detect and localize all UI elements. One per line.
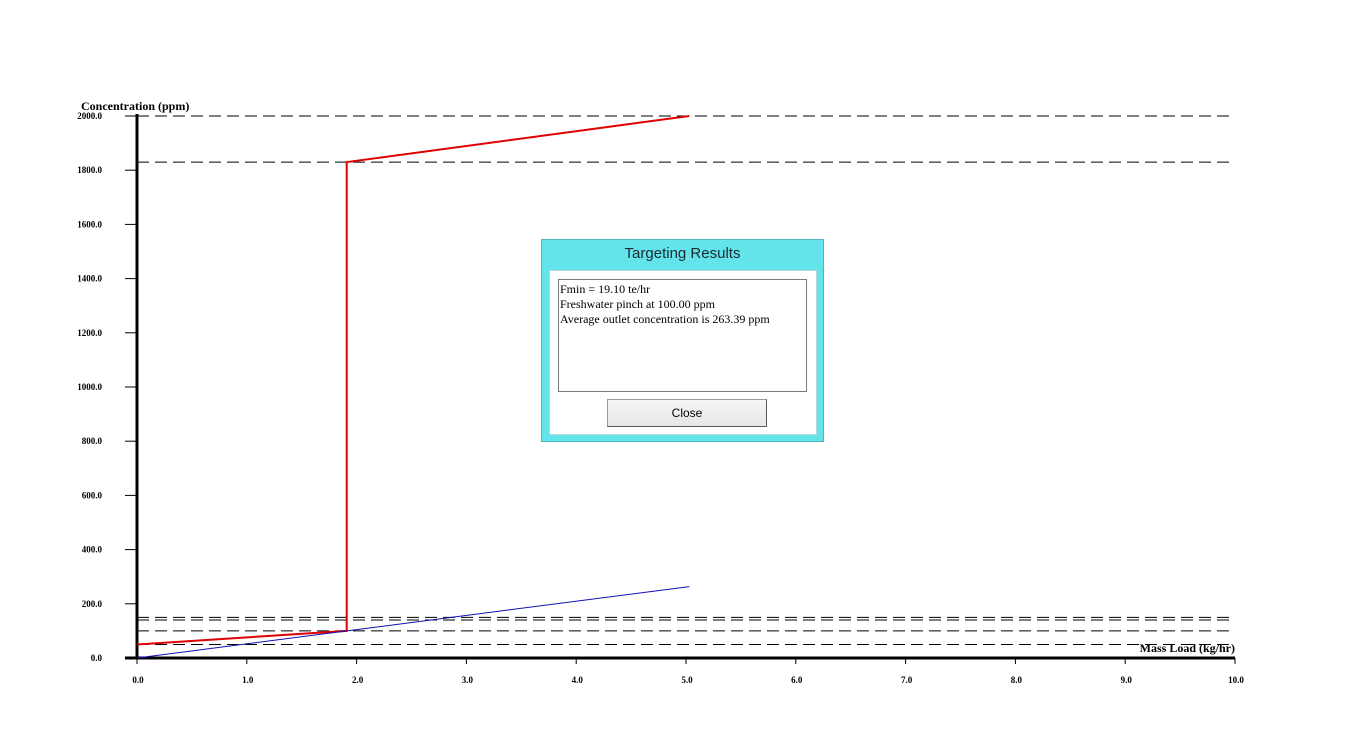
y-tick-label-3: 600.0 <box>82 490 103 500</box>
dialog-title: Targeting Results <box>624 245 741 262</box>
result-line-pinch: Freshwater pinch at 100.00 ppm <box>560 297 715 311</box>
close-button[interactable]: Close <box>607 399 767 427</box>
results-textbox[interactable]: Fmin = 19.10 te/hr Freshwater pinch at 1… <box>558 279 807 392</box>
y-tick-label-2: 400.0 <box>82 545 103 555</box>
x-tick-label-2: 2.0 <box>352 675 364 685</box>
y-tick-label-7: 1400.0 <box>77 274 102 284</box>
targeting-results-dialog: Targeting Results Fmin = 19.10 te/hr Fre… <box>541 239 824 442</box>
ticks: 0.0 200.0 400.0 600.0 800.0 1000.0 1200.0 1400.… <box>77 111 1244 685</box>
y-axis-label: Concentration (ppm) <box>81 99 189 113</box>
dialog-body: Fmin = 19.10 te/hr Freshwater pinch at 1… <box>549 270 817 435</box>
x-tick-label-5: 5.0 <box>681 675 693 685</box>
y-tick-label-0: 0.0 <box>91 653 103 663</box>
x-tick-label-1: 1.0 <box>242 675 254 685</box>
x-tick-label-6: 6.0 <box>791 675 803 685</box>
y-tick-label-9: 1800.0 <box>77 165 102 175</box>
x-tick-label-8: 8.0 <box>1011 675 1023 685</box>
x-tick-label-4: 4.0 <box>572 675 584 685</box>
y-tick-label-8: 1600.0 <box>77 219 102 229</box>
y-tick-label-10: 2000.0 <box>77 111 102 121</box>
y-tick-label-5: 1000.0 <box>77 382 102 392</box>
y-tick-label-6: 1200.0 <box>77 328 102 338</box>
y-tick-label-4: 800.0 <box>82 436 103 446</box>
result-line-fmin: Fmin = 19.10 te/hr <box>560 282 651 296</box>
x-tick-label-9: 9.0 <box>1121 675 1133 685</box>
y-tick-label-1: 200.0 <box>82 599 103 609</box>
series-line-1 <box>136 586 690 659</box>
series-line-0 <box>136 115 690 646</box>
x-tick-label-7: 7.0 <box>901 675 913 685</box>
x-axis-label: Mass Load (kg/hr) <box>1140 641 1235 655</box>
result-line-outlet: Average outlet concentration is 263.39 p… <box>560 312 770 326</box>
x-tick-label-10: 10.0 <box>1228 675 1244 685</box>
x-tick-label-0: 0.0 <box>132 675 144 685</box>
series-lines <box>136 115 690 659</box>
x-tick-label-3: 3.0 <box>462 675 474 685</box>
